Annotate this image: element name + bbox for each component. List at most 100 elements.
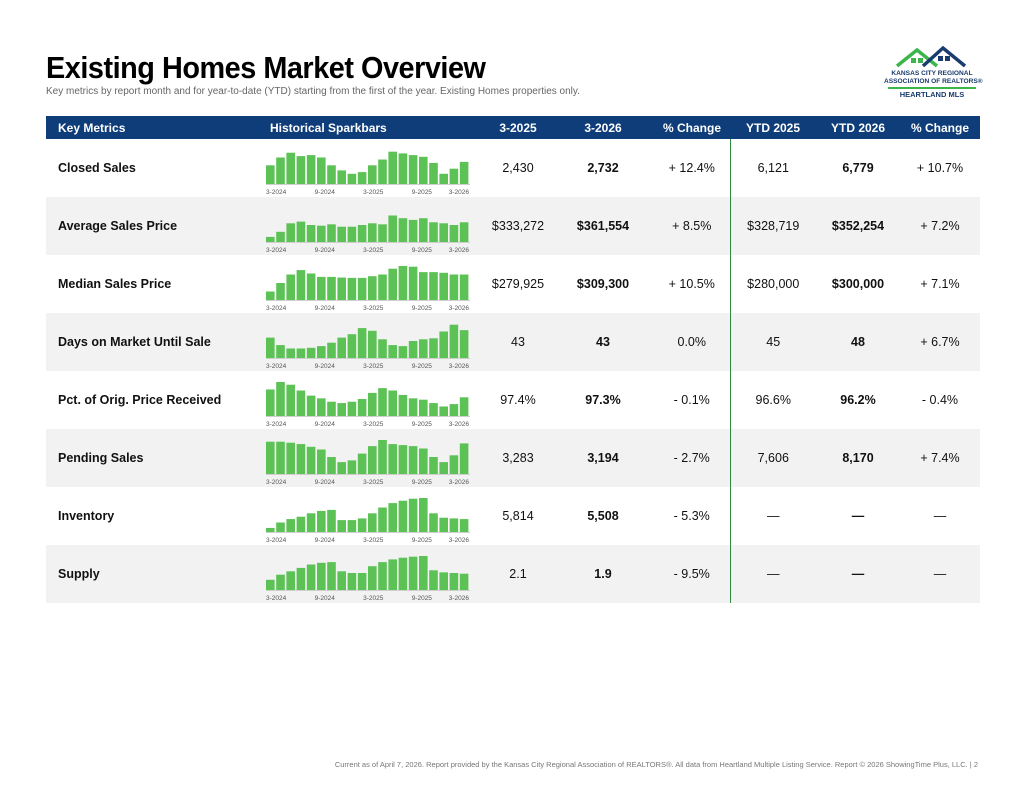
table-header-row: Key Metrics Historical Sparkbars 3-2025 … (46, 116, 980, 139)
value-ytd-2026: — (816, 545, 900, 603)
value-month-2025: 97.4% (500, 393, 536, 407)
sparkbar (327, 224, 336, 242)
sparkbar (408, 398, 418, 416)
metric-name: Pct. of Orig. Price Received (58, 393, 222, 407)
value-ytd-2026: 48 (816, 313, 900, 371)
col-header-month-2025: 3-2025 (484, 116, 552, 139)
sparkbar-tick-label: 3-2025 (363, 421, 384, 428)
sparkbar-tick-label: 9-2024 (315, 537, 336, 544)
sparkbar (306, 564, 316, 590)
value-ytd-change: + 10.7% (916, 161, 964, 175)
sparkbar (276, 441, 285, 474)
value-ytd-change: + 7.1% (920, 277, 960, 291)
sparkbar (439, 331, 448, 358)
sparkbar (368, 165, 377, 184)
sparkbar-svg: 3-2024 9-2024 3-2025 9-2025 3-2026 (266, 382, 470, 428)
sparkbar (429, 162, 438, 184)
sparkbar-svg: 3-2024 9-2024 3-2025 9-2025 3-2026 (266, 556, 470, 602)
sparkbar (357, 172, 367, 184)
sparkbar-tick-label: 9-2025 (412, 479, 433, 486)
sparkbar (388, 215, 397, 242)
value-month-2025: 3,283 (484, 429, 552, 487)
value-ytd-2026: — (851, 509, 865, 523)
sparkbar (388, 151, 397, 184)
sparkbar (419, 556, 428, 590)
metrics-table-body: Closed Sales 3-2024 9-2024 3-2025 9-2025 3-20… (46, 139, 980, 603)
sparkbar-tick-label: 3-2026 (449, 363, 470, 370)
table-row: Supply 3-2024 9-2024 3-2025 9-2025 3-2026 2.1 1… (46, 545, 980, 603)
table-row: Average Sales Price 3-2024 9-2024 3-2025 9-2… (46, 197, 980, 255)
sparkbar (398, 218, 408, 242)
sparkbar (317, 157, 326, 184)
sparkbar (388, 444, 397, 474)
sparkbar-tick-label: 9-2024 (315, 305, 336, 312)
sparkbar-tick-label: 3-2025 (363, 479, 384, 486)
sparkbar (276, 231, 285, 242)
sparkbar (398, 153, 408, 184)
sparkbar-tick-label: 3-2026 (449, 595, 470, 602)
sparkbar (306, 513, 316, 532)
sparkbar (296, 221, 306, 242)
sparkbar (286, 442, 295, 474)
sparkbar-tick-label: 3-2024 (266, 305, 287, 312)
sparkbar-tick-label: 3-2025 (363, 189, 384, 196)
sparkbar (408, 498, 418, 532)
sparkbar (459, 519, 469, 532)
sparkbar (368, 330, 377, 358)
sparkbar (296, 390, 306, 416)
sparkbar (347, 173, 357, 184)
sparkbar (368, 276, 377, 300)
sparkbar-tick-label: 3-2026 (449, 537, 470, 544)
sparkbar-svg: 3-2024 9-2024 3-2025 9-2025 3-2026 (266, 215, 470, 254)
value-ytd-change: + 7.4% (900, 429, 980, 487)
metric-name: Days on Market Until Sale (46, 313, 266, 371)
sparkbar-tick-label: 3-2025 (363, 595, 384, 602)
sparkbar (296, 348, 306, 358)
value-month-2025: $279,925 (491, 277, 545, 291)
sparkbar (266, 441, 275, 474)
sparkbar (429, 457, 438, 474)
value-ytd-2025: — (730, 545, 816, 603)
sparkbar (266, 527, 275, 532)
sparkbar (449, 225, 459, 242)
value-month-change: - 0.1% (654, 371, 731, 429)
value-month-2026: 2,732 (587, 161, 619, 175)
sparkbar (419, 498, 428, 532)
sparkbar (286, 519, 295, 532)
logo-line-3: HEARTLAND MLS (899, 90, 965, 99)
sparkbar (378, 562, 387, 590)
sparkbar (306, 273, 316, 300)
sparkbar (419, 448, 428, 474)
sparkbar (439, 272, 448, 300)
sparkbar (276, 382, 285, 416)
sparkbar (347, 277, 357, 300)
sparkbar (429, 222, 438, 242)
sparkbar (368, 513, 377, 532)
sparkbar (286, 348, 295, 358)
sparkbar-tick-label: 3-2026 (449, 305, 470, 312)
sparkbar (449, 455, 459, 474)
sparkbar-chart: 3-2024 9-2024 3-2025 9-2025 3-2026 (266, 545, 484, 603)
value-ytd-2026: 96.2% (840, 393, 876, 407)
sparkbar-tick-label: 3-2026 (449, 247, 470, 254)
sparkbar-tick-label: 3-2024 (266, 595, 287, 602)
sparkbar (429, 272, 438, 300)
value-month-2026: $309,300 (576, 277, 630, 291)
sparkbar (449, 324, 459, 358)
sparkbar (306, 395, 316, 416)
sparkbar (357, 518, 367, 532)
sparkbar (266, 337, 275, 358)
sparkbar (327, 342, 336, 358)
sparkbar-tick-label: 9-2024 (315, 247, 336, 254)
sparkbar-tick-label: 9-2024 (315, 363, 336, 370)
table-row: Median Sales Price 3-2024 9-2024 3-2025 9-20… (46, 255, 980, 313)
house-logo-icon (895, 45, 967, 68)
table-row: Inventory 3-2024 9-2024 3-2025 9-2025 3-2026 5… (46, 487, 980, 545)
value-month-change: 0.0% (654, 313, 731, 371)
sparkbar (317, 398, 326, 416)
metric-name: Supply (46, 545, 266, 603)
sparkbar (296, 567, 306, 590)
sparkbar (419, 399, 428, 416)
sparkbar (296, 444, 306, 474)
sparkbar (439, 517, 448, 532)
